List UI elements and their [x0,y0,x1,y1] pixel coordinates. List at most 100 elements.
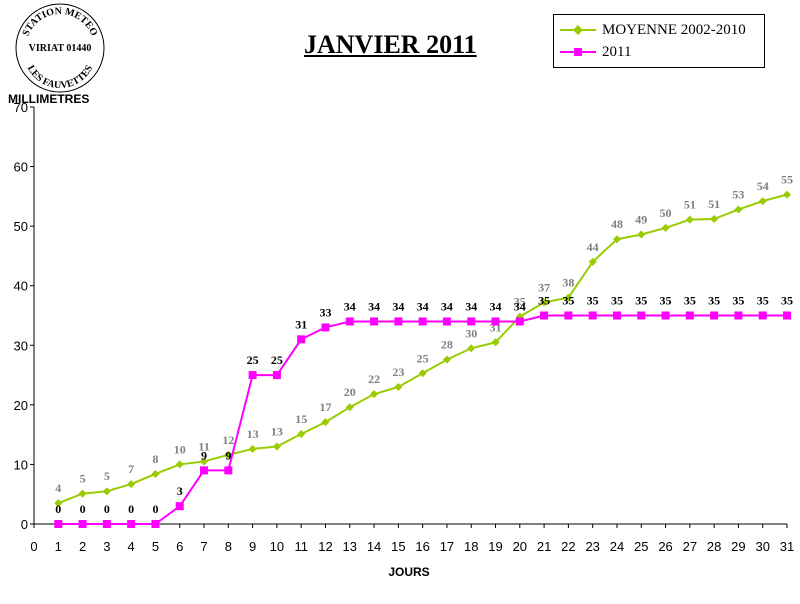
data-point-2011 [442,317,451,326]
legend-marker-2011 [560,48,596,56]
data-label-2011: 35 [660,294,672,308]
legend-marker-moyenne [560,25,596,35]
data-point-2011 [467,317,476,326]
data-label-moyenne: 23 [392,365,404,379]
legend-label-2011: 2011 [602,43,632,60]
series-line-2011 [58,314,787,525]
x-tick-label: 8 [225,539,232,554]
data-label-moyenne: 48 [611,217,623,231]
x-tick-label: 1 [55,539,62,554]
data-label-moyenne: 38 [562,276,574,290]
x-tick-label: 2 [79,539,86,554]
data-label-2011: 34 [368,299,380,313]
x-tick-label: 18 [464,539,478,554]
data-label-moyenne: 12 [222,433,234,447]
data-point-2011 [151,520,160,528]
data-label-2011: 35 [538,294,550,308]
x-tick-label: 6 [176,539,183,554]
data-point-2011 [685,311,694,320]
data-point-2011 [272,371,281,380]
data-label-2011: 35 [757,294,769,308]
x-axis-label: JOURS [388,565,429,579]
data-label-moyenne: 13 [271,425,283,439]
data-label-moyenne: 35 [514,295,526,309]
data-point-2011 [370,317,379,326]
data-label-moyenne: 37 [538,280,550,294]
x-tick-label: 17 [440,539,454,554]
data-label-2011: 34 [392,299,404,313]
data-point-2011 [127,520,136,528]
x-tick-label: 0 [30,539,37,554]
data-point-moyenne [78,489,87,498]
data-point-2011 [418,317,427,326]
data-label-2011: 35 [562,294,574,308]
data-label-2011: 9 [225,448,231,462]
data-label-moyenne: 10 [174,442,186,456]
data-point-2011 [394,317,403,326]
data-point-2011 [297,335,306,344]
data-label-moyenne: 28 [441,338,453,352]
data-point-2011 [661,311,670,320]
data-point-moyenne [734,205,743,214]
data-point-moyenne [612,235,621,244]
x-tick-label: 16 [415,539,429,554]
x-tick-label: 12 [318,539,332,554]
data-point-moyenne [661,223,670,232]
x-tick-label: 14 [367,539,381,554]
data-point-2011 [710,311,719,320]
data-label-moyenne: 5 [80,472,86,486]
legend-label-moyenne: MOYENNE 2002-2010 [602,21,746,38]
x-tick-label: 23 [585,539,599,554]
y-tick-label: 60 [14,160,28,175]
y-axis-label: MILLIMETRES [8,92,89,106]
x-tick-label: 24 [610,539,624,554]
x-tick-label: 4 [128,539,135,554]
y-tick-label: 0 [21,517,28,532]
data-label-moyenne: 5 [104,469,110,483]
data-label-2011: 25 [271,353,283,367]
data-point-2011 [564,311,573,320]
data-point-2011 [102,520,111,528]
data-point-2011 [175,502,184,511]
data-label-2011: 34 [344,299,356,313]
data-label-moyenne: 49 [635,212,647,226]
y-tick-label: 30 [14,338,28,353]
legend: MOYENNE 2002-2010 2011 [553,14,765,68]
data-point-2011 [345,317,354,326]
x-tick-label: 13 [343,539,357,554]
data-label-moyenne: 53 [732,187,744,201]
data-point-moyenne [370,390,379,399]
data-point-moyenne [102,487,111,496]
data-label-2011: 35 [587,294,599,308]
data-label-moyenne: 44 [587,240,599,254]
data-point-2011 [758,311,767,320]
data-label-2011: 34 [465,299,477,313]
data-label-2011: 9 [201,448,207,462]
data-label-moyenne: 25 [417,351,429,365]
data-point-moyenne [175,460,184,469]
data-point-moyenne [783,190,791,199]
data-point-moyenne [127,480,136,489]
x-tick-label: 30 [755,539,769,554]
data-point-2011 [224,466,233,475]
data-label-moyenne: 7 [128,462,134,476]
data-point-moyenne [345,403,354,412]
data-point-2011 [588,311,597,320]
x-tick-label: 19 [488,539,502,554]
data-point-2011 [734,311,743,320]
x-tick-label: 22 [561,539,575,554]
data-label-2011: 0 [152,502,158,516]
data-point-moyenne [540,298,549,307]
data-label-2011: 0 [80,502,86,516]
data-label-2011: 35 [635,294,647,308]
data-point-moyenne [564,293,573,302]
data-label-moyenne: 30 [465,326,477,340]
data-label-2011: 35 [708,294,720,308]
data-label-2011: 35 [684,294,696,308]
data-label-2011: 0 [128,502,134,516]
data-label-2011: 3 [177,484,183,498]
data-point-moyenne [321,418,330,427]
data-label-moyenne: 22 [368,372,380,386]
chart-title: JANVIER 2011 [304,30,477,59]
